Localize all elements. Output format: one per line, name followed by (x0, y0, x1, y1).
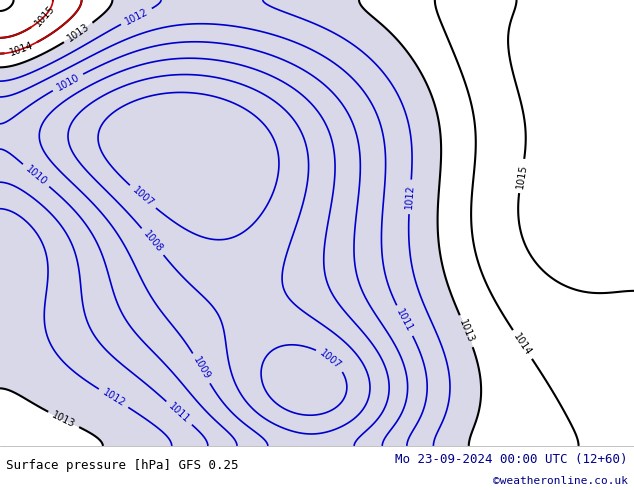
Text: 1013: 1013 (65, 22, 91, 44)
Text: 1010: 1010 (55, 72, 81, 93)
Text: ©weatheronline.co.uk: ©weatheronline.co.uk (493, 476, 628, 486)
Text: 1008: 1008 (141, 229, 164, 254)
Text: 1012: 1012 (100, 388, 127, 409)
Text: 1011: 1011 (167, 401, 191, 425)
Text: 1015: 1015 (32, 4, 56, 29)
Text: 1014: 1014 (512, 332, 533, 358)
Text: 1007: 1007 (130, 185, 155, 209)
Text: Surface pressure [hPa] GFS 0.25: Surface pressure [hPa] GFS 0.25 (6, 459, 239, 472)
Text: 1015: 1015 (515, 163, 528, 189)
Text: 1012: 1012 (123, 6, 150, 26)
Text: 1007: 1007 (318, 347, 344, 371)
Text: 1009: 1009 (191, 355, 212, 382)
Text: 1011: 1011 (394, 307, 415, 334)
Text: 1013: 1013 (51, 410, 77, 429)
Text: Mo 23-09-2024 00:00 UTC (12+60): Mo 23-09-2024 00:00 UTC (12+60) (395, 453, 628, 466)
Text: 1014: 1014 (8, 41, 34, 58)
Text: 1012: 1012 (404, 184, 416, 210)
Text: 1013: 1013 (457, 318, 476, 344)
Text: 1010: 1010 (23, 164, 49, 187)
